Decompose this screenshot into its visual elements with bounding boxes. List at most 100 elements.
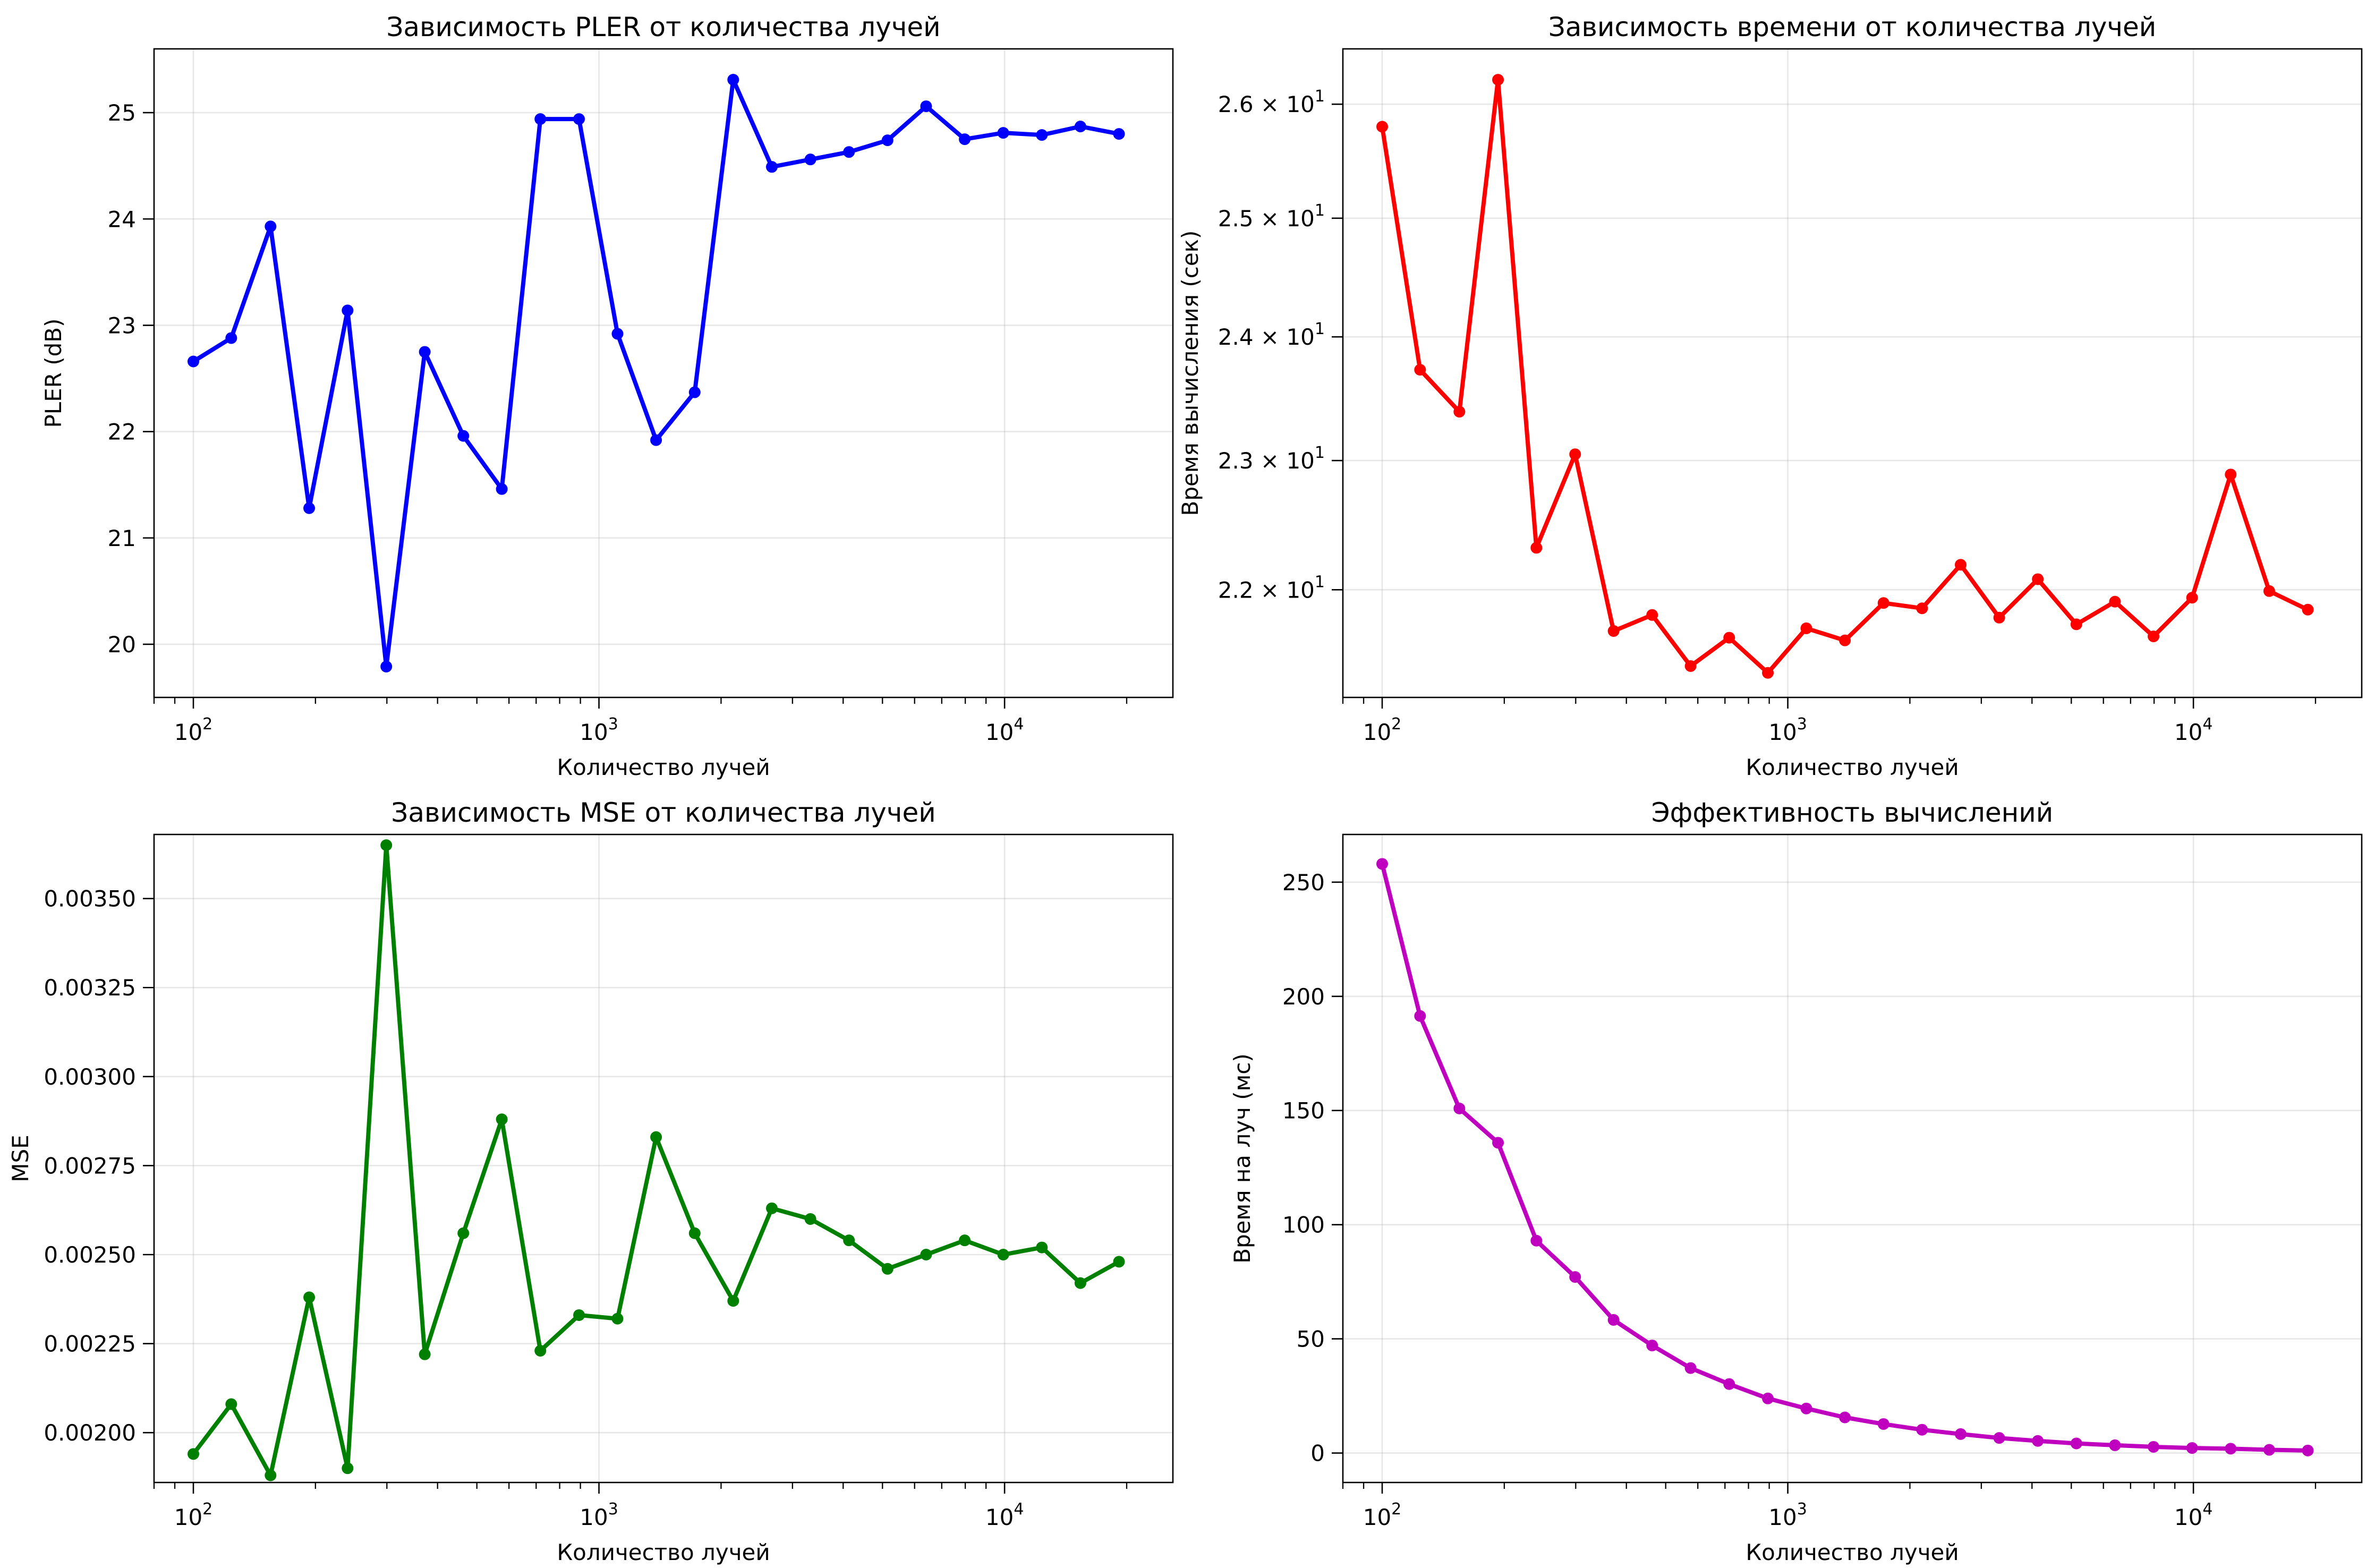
data-point bbox=[1113, 1256, 1125, 1268]
series-line bbox=[190, 78, 1122, 669]
y-tick-label: 100 bbox=[1282, 1212, 1325, 1238]
x-axis-label: Количество лучей bbox=[1746, 754, 1959, 780]
y-tick-label: 0 bbox=[1310, 1441, 1325, 1467]
x-tick-label: 102 bbox=[174, 1500, 213, 1530]
data-point bbox=[650, 1131, 662, 1143]
data-point bbox=[650, 434, 662, 446]
data-point bbox=[959, 1234, 971, 1247]
data-point bbox=[534, 113, 547, 125]
data-point bbox=[1074, 1277, 1086, 1289]
y-tick-label: 0.00275 bbox=[44, 1153, 136, 1179]
y-tick-label: 20 bbox=[108, 632, 136, 658]
x-tick-label: 103 bbox=[580, 1500, 618, 1530]
data-point bbox=[534, 1344, 547, 1357]
x-tick-label: 102 bbox=[1363, 1500, 1402, 1530]
data-point bbox=[1376, 121, 1388, 133]
data-point bbox=[380, 660, 393, 672]
series-line bbox=[1380, 861, 2310, 1453]
data-point bbox=[2032, 1435, 2044, 1447]
data-point bbox=[959, 133, 971, 146]
y-tick-label: 0.00350 bbox=[44, 886, 136, 912]
data-point bbox=[1839, 1411, 1851, 1424]
data-point bbox=[1993, 1432, 2005, 1444]
y-tick-label: 23 bbox=[108, 312, 136, 338]
data-point bbox=[1723, 1378, 1735, 1390]
y-tick-label: 0.00325 bbox=[44, 975, 136, 1001]
data-point bbox=[804, 1213, 816, 1225]
plot-frame bbox=[153, 833, 1174, 1484]
data-point bbox=[881, 134, 893, 147]
data-point bbox=[380, 839, 393, 851]
data-point bbox=[2148, 1441, 2160, 1453]
data-point bbox=[2070, 1437, 2082, 1450]
y-tick-label: 50 bbox=[1297, 1326, 1325, 1352]
x-tick-label: 103 bbox=[580, 715, 618, 745]
x-axis-label: Количество лучей bbox=[557, 1539, 770, 1565]
data-point bbox=[342, 304, 354, 317]
y-tick-label: 200 bbox=[1282, 984, 1325, 1010]
data-point bbox=[997, 1248, 1009, 1260]
data-point bbox=[1569, 1271, 1581, 1283]
data-point bbox=[2302, 603, 2314, 616]
data-point bbox=[225, 1398, 237, 1410]
data-point bbox=[1569, 448, 1581, 461]
y-axis-label: Время вычисления (сек) bbox=[1177, 231, 1203, 516]
x-tick-label: 103 bbox=[1768, 715, 1807, 745]
y-tick-label: 25 bbox=[108, 100, 136, 126]
data-point bbox=[1530, 1234, 1543, 1247]
data-point bbox=[1453, 1102, 1466, 1114]
data-point bbox=[1492, 1137, 1504, 1149]
x-tick-label: 104 bbox=[985, 715, 1024, 745]
data-point bbox=[920, 100, 932, 113]
data-point bbox=[2032, 573, 2044, 585]
data-point bbox=[688, 1227, 701, 1239]
x-tick-label: 102 bbox=[174, 715, 213, 745]
y-tick-label: 2.3 × 101 bbox=[1218, 444, 1325, 474]
chart-title: Эффективность вычислений bbox=[1652, 797, 2054, 828]
data-point bbox=[2109, 595, 2121, 608]
data-point bbox=[457, 1227, 470, 1239]
chart-title: Зависимость MSE от количества лучей bbox=[391, 797, 935, 828]
x-axis-label: Количество лучей bbox=[557, 754, 770, 780]
data-point bbox=[1800, 622, 1812, 634]
data-point bbox=[419, 1348, 431, 1360]
x-tick-label: 102 bbox=[1363, 715, 1402, 745]
series-line bbox=[1380, 78, 2311, 675]
data-point bbox=[765, 1202, 778, 1214]
y-tick-label: 0.00225 bbox=[44, 1331, 136, 1357]
data-point bbox=[1877, 1418, 1889, 1430]
y-tick-label: 2.2 × 101 bbox=[1218, 573, 1325, 603]
data-point bbox=[573, 1309, 585, 1321]
data-point bbox=[1954, 559, 1967, 571]
data-point bbox=[187, 355, 199, 368]
data-point bbox=[1800, 1402, 1812, 1414]
data-point bbox=[727, 74, 739, 86]
data-point bbox=[303, 1291, 316, 1303]
y-tick-label: 0.00300 bbox=[44, 1064, 136, 1090]
data-point bbox=[1607, 1314, 1620, 1326]
data-point bbox=[1036, 1241, 1048, 1254]
data-point bbox=[496, 483, 508, 495]
chart-title: Зависимость PLER от количества лучей bbox=[386, 12, 940, 42]
data-point bbox=[1492, 74, 1504, 86]
data-point bbox=[881, 1263, 893, 1275]
data-point bbox=[843, 146, 855, 158]
data-point bbox=[611, 1313, 624, 1325]
y-tick-label: 2.6 × 101 bbox=[1218, 87, 1325, 117]
y-tick-label: 24 bbox=[108, 206, 136, 232]
data-point bbox=[1993, 611, 2005, 624]
data-point bbox=[1684, 1362, 1697, 1374]
data-point bbox=[727, 1295, 739, 1307]
data-point bbox=[1530, 542, 1543, 554]
x-tick-label: 104 bbox=[985, 1500, 1024, 1530]
chart-title: Зависимость времени от количества лучей bbox=[1548, 12, 2157, 42]
data-point bbox=[1762, 667, 1774, 679]
data-point bbox=[1453, 406, 1466, 418]
series-line bbox=[190, 843, 1122, 1478]
data-point bbox=[1916, 602, 1928, 615]
data-point bbox=[2070, 618, 2082, 630]
y-tick-label: 250 bbox=[1282, 870, 1325, 896]
data-point bbox=[804, 154, 816, 166]
data-point bbox=[2225, 1443, 2237, 1455]
